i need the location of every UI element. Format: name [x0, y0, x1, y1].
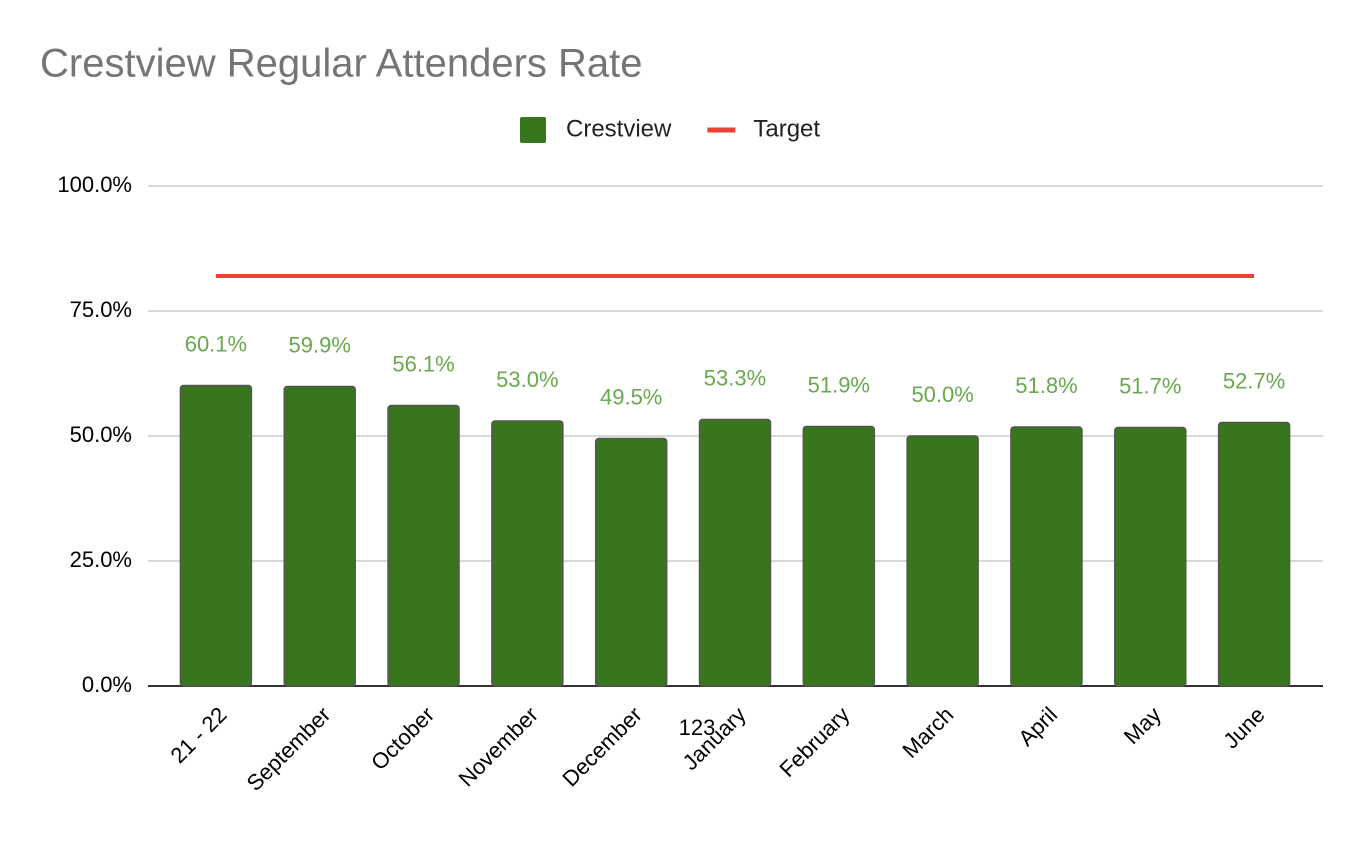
legend-swatch	[520, 117, 546, 143]
bar	[1010, 426, 1083, 687]
bar	[802, 425, 876, 687]
bar	[1114, 426, 1187, 687]
data-label: 56.1%	[392, 351, 454, 376]
x-tick-label: June	[1218, 702, 1269, 753]
y-tick-label: 0.0%	[82, 672, 132, 697]
y-tick-label: 50.0%	[70, 422, 132, 447]
bar	[491, 420, 564, 687]
data-label: 49.5%	[600, 384, 662, 409]
x-tick-label: September	[242, 702, 336, 796]
bar	[1217, 421, 1291, 687]
x-tick-label: December	[557, 702, 646, 791]
x-tick-label: March	[897, 702, 958, 763]
data-label: 59.9%	[289, 332, 351, 357]
data-label: 51.8%	[1015, 373, 1077, 398]
y-tick-label: 100.0%	[57, 172, 132, 197]
bar	[594, 437, 668, 687]
x-tick-label: 21 - 22	[165, 702, 231, 768]
data-label: 52.7%	[1223, 368, 1285, 393]
data-label: 53.3%	[704, 365, 766, 390]
bar	[387, 404, 460, 687]
y-tick-label: 25.0%	[70, 547, 132, 572]
data-label: 60.1%	[185, 331, 247, 356]
annotation: 123	[679, 715, 716, 740]
x-tick-label: October	[366, 702, 439, 775]
legend-label: Target	[753, 115, 820, 142]
data-label: 53.0%	[496, 367, 558, 392]
y-tick-label: 75.0%	[70, 297, 132, 322]
data-label: 50.0%	[911, 382, 973, 407]
x-tick-label: February	[775, 702, 855, 782]
data-label: 51.9%	[808, 372, 870, 397]
data-label: 51.7%	[1119, 373, 1181, 398]
bar	[283, 385, 356, 687]
x-tick-label: November	[454, 702, 543, 791]
x-tick-label: May	[1119, 702, 1166, 749]
x-tick-label: April	[1013, 702, 1062, 751]
chart-title: Crestview Regular Attenders Rate	[40, 42, 643, 86]
bar	[906, 435, 979, 687]
legend-label: Crestview	[566, 115, 672, 142]
bar	[179, 384, 253, 687]
bar	[698, 418, 772, 687]
